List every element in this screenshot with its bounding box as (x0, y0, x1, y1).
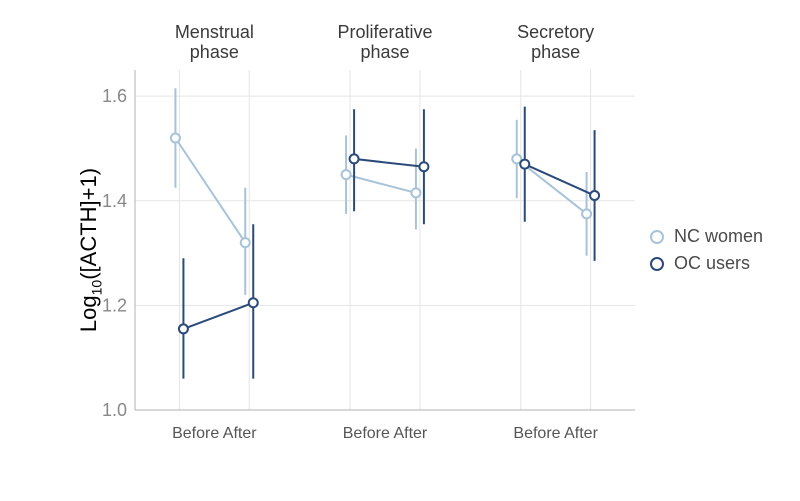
svg-text:1.6: 1.6 (102, 86, 127, 106)
svg-text:Before After: Before After (513, 425, 598, 442)
svg-text:Before After: Before After (343, 425, 428, 442)
legend-label: NC women (674, 226, 763, 247)
legend: NC women OC users (650, 220, 763, 280)
legend-marker-icon (650, 230, 664, 244)
svg-text:Secretory: Secretory (517, 22, 594, 42)
legend-marker-icon (650, 257, 664, 271)
svg-text:Menstrual: Menstrual (175, 22, 254, 42)
legend-label: OC users (674, 253, 750, 274)
svg-text:1.2: 1.2 (102, 295, 127, 315)
legend-item-nc: NC women (650, 226, 763, 247)
legend-item-oc: OC users (650, 253, 763, 274)
svg-text:1.0: 1.0 (102, 400, 127, 420)
svg-text:phase: phase (531, 42, 580, 62)
svg-text:Before After: Before After (172, 425, 257, 442)
chart-plot: 1.01.21.41.6MenstrualphaseBefore AfterPr… (95, 20, 635, 450)
svg-text:phase: phase (190, 42, 239, 62)
svg-text:Proliferative: Proliferative (337, 22, 432, 42)
svg-text:phase: phase (360, 42, 409, 62)
svg-text:1.4: 1.4 (102, 191, 127, 211)
